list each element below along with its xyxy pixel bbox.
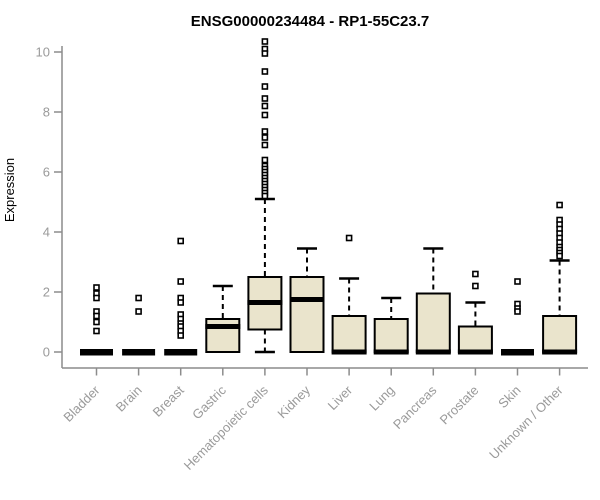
x-category-label: Kidney — [274, 382, 313, 421]
collapsed-box — [164, 349, 198, 356]
median-line — [542, 349, 578, 355]
outlier-point — [177, 237, 184, 245]
median-line — [457, 349, 493, 355]
outlier-point — [93, 327, 100, 335]
median-line — [205, 324, 241, 329]
y-tick-label: 2 — [43, 285, 50, 300]
outlier-point — [472, 282, 479, 290]
collapsed-box — [122, 349, 156, 356]
outlier-point — [514, 308, 521, 315]
box — [542, 315, 578, 353]
collapsed-box — [80, 349, 113, 356]
outlier-point — [261, 83, 269, 90]
outlier-point — [261, 141, 269, 149]
x-category-label: Liver — [325, 382, 356, 413]
median-line — [289, 297, 325, 302]
outlier-point — [514, 278, 521, 285]
median-line — [373, 349, 409, 355]
outlier-point — [261, 50, 269, 57]
y-tick-label: 10 — [36, 45, 50, 60]
outlier-point — [261, 134, 269, 141]
x-category-label: Breast — [150, 382, 187, 419]
median-line — [331, 349, 367, 355]
outlier-point — [261, 68, 269, 75]
box — [457, 325, 493, 353]
outlier-point — [472, 270, 479, 278]
outlier-point — [135, 308, 142, 315]
box — [331, 315, 367, 353]
y-tick-label: 8 — [43, 105, 50, 120]
x-category-label: Gastric — [189, 382, 229, 422]
median-line — [415, 349, 451, 355]
y-tick-label: 6 — [43, 165, 50, 180]
outlier-point — [261, 102, 269, 110]
outlier-point — [261, 128, 269, 135]
outlier-point — [261, 111, 269, 119]
outlier-point — [93, 318, 100, 326]
box-marks — [80, 38, 578, 356]
chart-title: ENSG00000234484 - RP1-55C23.7 — [191, 13, 430, 30]
outlier-point — [177, 332, 184, 339]
outlier-point — [556, 252, 563, 260]
x-category-label: Skin — [495, 383, 523, 411]
outlier-point — [261, 156, 269, 164]
y-axis-label: Expression — [2, 158, 17, 222]
outlier-point — [556, 201, 563, 209]
outlier-point — [93, 284, 100, 291]
outlier-point — [261, 38, 269, 45]
box — [205, 318, 241, 353]
outlier-point — [93, 294, 100, 302]
y-tick-label: 4 — [43, 225, 50, 240]
x-category-label: Bladder — [60, 382, 103, 425]
box — [289, 276, 325, 353]
outlier-point — [93, 312, 100, 320]
x-category-label: Brain — [113, 383, 145, 415]
outlier-point — [261, 192, 269, 200]
outlier-point — [177, 278, 184, 285]
x-category-label: Prostate — [437, 383, 482, 428]
outlier-point — [177, 299, 184, 306]
x-category-label: Lung — [366, 383, 397, 414]
outlier-point — [261, 95, 269, 102]
outlier-point — [135, 294, 142, 302]
outlier-point — [345, 234, 353, 242]
box — [373, 318, 409, 353]
box — [415, 292, 451, 353]
x-category-label: Unknown / Other — [486, 382, 566, 462]
y-tick-label: 0 — [43, 345, 50, 360]
median-line — [247, 300, 283, 305]
collapsed-box — [501, 349, 534, 356]
x-category-label: Pancreas — [390, 382, 440, 432]
